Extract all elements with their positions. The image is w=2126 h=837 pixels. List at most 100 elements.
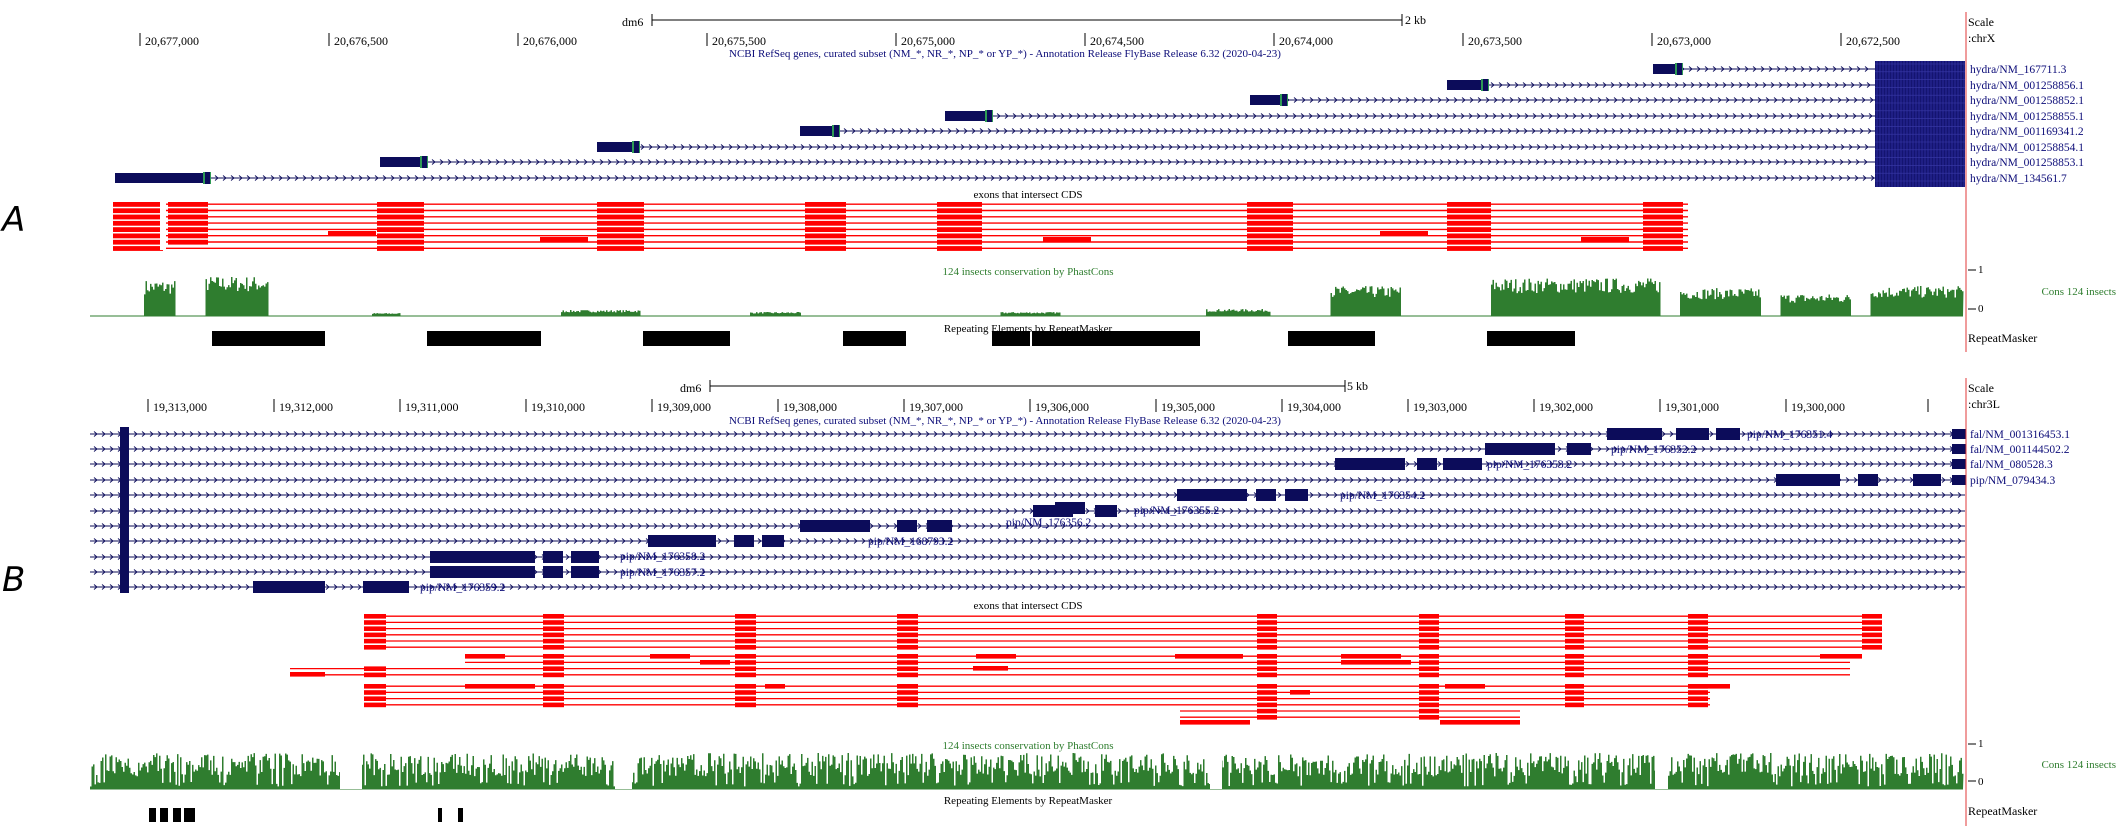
conservation-plot-a (90, 277, 1964, 317)
intron-line (90, 538, 1965, 544)
exon (571, 566, 599, 578)
cds-exon (364, 672, 386, 678)
coordinate-ruler-b: 19,313,000 19,312,000 19,311,000 19,310,000… (147, 399, 1929, 414)
coord-label: 20,675,500 (712, 34, 766, 48)
exon (1256, 489, 1276, 501)
cds-exon (805, 208, 846, 214)
refseq-genes-a (115, 61, 1965, 187)
transcript-label: hydra/NM_167711.3 (1970, 64, 2067, 76)
cds-exon (1257, 626, 1277, 631)
cds-exon (1419, 666, 1439, 671)
repeat-element (184, 808, 195, 822)
cds-exon (1565, 645, 1584, 650)
transcript-inline-label: pip/NM_176357.2 (620, 567, 706, 579)
cds-exon (1688, 614, 1708, 619)
transcript-label: hydra/NM_001169341.2 (1970, 126, 2084, 138)
cds-exon (1447, 208, 1491, 214)
repeat-element (149, 808, 156, 822)
coord-label: 20,674,500 (1090, 34, 1144, 48)
start-exon-core (205, 172, 210, 184)
cons-gap (615, 750, 632, 789)
cds-exon (1447, 214, 1491, 220)
cds-exon (290, 672, 325, 677)
cds-exon (1688, 696, 1708, 701)
transcript-inline-label: pip/NM_176351.4 (1747, 429, 1833, 441)
cds-exon (364, 690, 386, 695)
exon (1567, 443, 1591, 455)
refseq-genes-b (90, 427, 1966, 593)
exon (1858, 474, 1878, 486)
cons-min-b: 0 (1978, 776, 1984, 788)
cds-exon (1419, 614, 1439, 619)
coord-label: 20,673,500 (1468, 34, 1522, 48)
intron-line (90, 477, 1965, 483)
cds-exon (937, 246, 982, 251)
cds-exon (735, 690, 756, 695)
cds-exon (1175, 654, 1243, 659)
cds-exon (700, 660, 730, 665)
cds-exon (364, 632, 386, 638)
side-exon (1952, 444, 1966, 454)
repeatmasker-title-a: Repeating Elements by RepeatMasker (944, 323, 1113, 335)
exon (927, 520, 952, 532)
intron-line (380, 159, 1875, 165)
cds-exon (364, 666, 386, 671)
cds-exon (1419, 654, 1439, 659)
conservation-profile (90, 277, 1964, 316)
cds-exon (597, 220, 644, 226)
transcript-6 (90, 508, 1965, 514)
terminal-exon-block (1875, 61, 1965, 187)
cds-exon (1688, 660, 1708, 665)
cds-exon (1688, 620, 1708, 625)
cds-exon (1440, 720, 1520, 725)
coord-label: 20,675,000 (901, 34, 955, 48)
cds-exon (1419, 638, 1439, 644)
exon (1443, 458, 1482, 470)
transcript-4 (945, 110, 1875, 122)
cds-track-title-b: exons that intersect CDS (973, 600, 1082, 612)
cds-exon (897, 702, 918, 708)
cds-exon (1688, 626, 1708, 631)
cons-min-a: 0 (1978, 303, 1984, 315)
side-exon (1952, 475, 1966, 485)
cds-exon (1419, 702, 1439, 708)
cds-exon (1688, 654, 1708, 659)
transcript-7 (380, 156, 1875, 168)
transcript-side-label: fal/NM_001144502.2 (1970, 444, 2070, 456)
transcript-inline-label: pip/NM_176352.2 (1611, 444, 1697, 456)
conservation-track-title-b: 124 insects conservation by PhastCons (942, 740, 1113, 752)
transcript-inline-label: pip/NM_176358.2 (620, 551, 706, 563)
panel-a: dm6 2 kb Scale :chrX 20,677,000 20,676,50… (90, 13, 2116, 346)
repeat-element (427, 331, 541, 346)
cds-exon (1290, 690, 1310, 695)
cds-exon (1419, 708, 1439, 714)
cds-exon (1688, 638, 1708, 644)
intron-line (90, 554, 1965, 560)
intron-line (90, 461, 1965, 467)
intron-line (945, 113, 1875, 119)
scale-title-a: Scale (1968, 15, 1994, 29)
cds-track-title-a: exons that intersect CDS (973, 189, 1082, 201)
cds-exon (1257, 684, 1277, 689)
cds-exon (1247, 214, 1293, 220)
transcript-3 (1250, 94, 1875, 106)
intron-line (1447, 82, 1875, 88)
cds-exon (364, 645, 386, 650)
repeatmasker-title-b: Repeating Elements by RepeatMasker (944, 795, 1113, 807)
transcript-side-label: pip/NM_079434.3 (1970, 475, 2056, 487)
coord-label: 19,300,000 (1791, 400, 1845, 414)
intron-line (90, 492, 1965, 498)
coord-label: 19,309,000 (657, 400, 711, 414)
exon (1335, 458, 1405, 470)
intron-line (90, 569, 1965, 575)
cds-exon (364, 620, 386, 625)
cds-exon (805, 220, 846, 226)
cds-exon (1247, 227, 1293, 232)
transcript-label: hydra/NM_001258856.1 (1970, 80, 2084, 92)
cds-exon (937, 208, 982, 214)
cds-exon (735, 638, 756, 644)
cds-exon (937, 202, 982, 207)
utr-exon (1447, 80, 1481, 90)
cds-exon (897, 666, 918, 671)
